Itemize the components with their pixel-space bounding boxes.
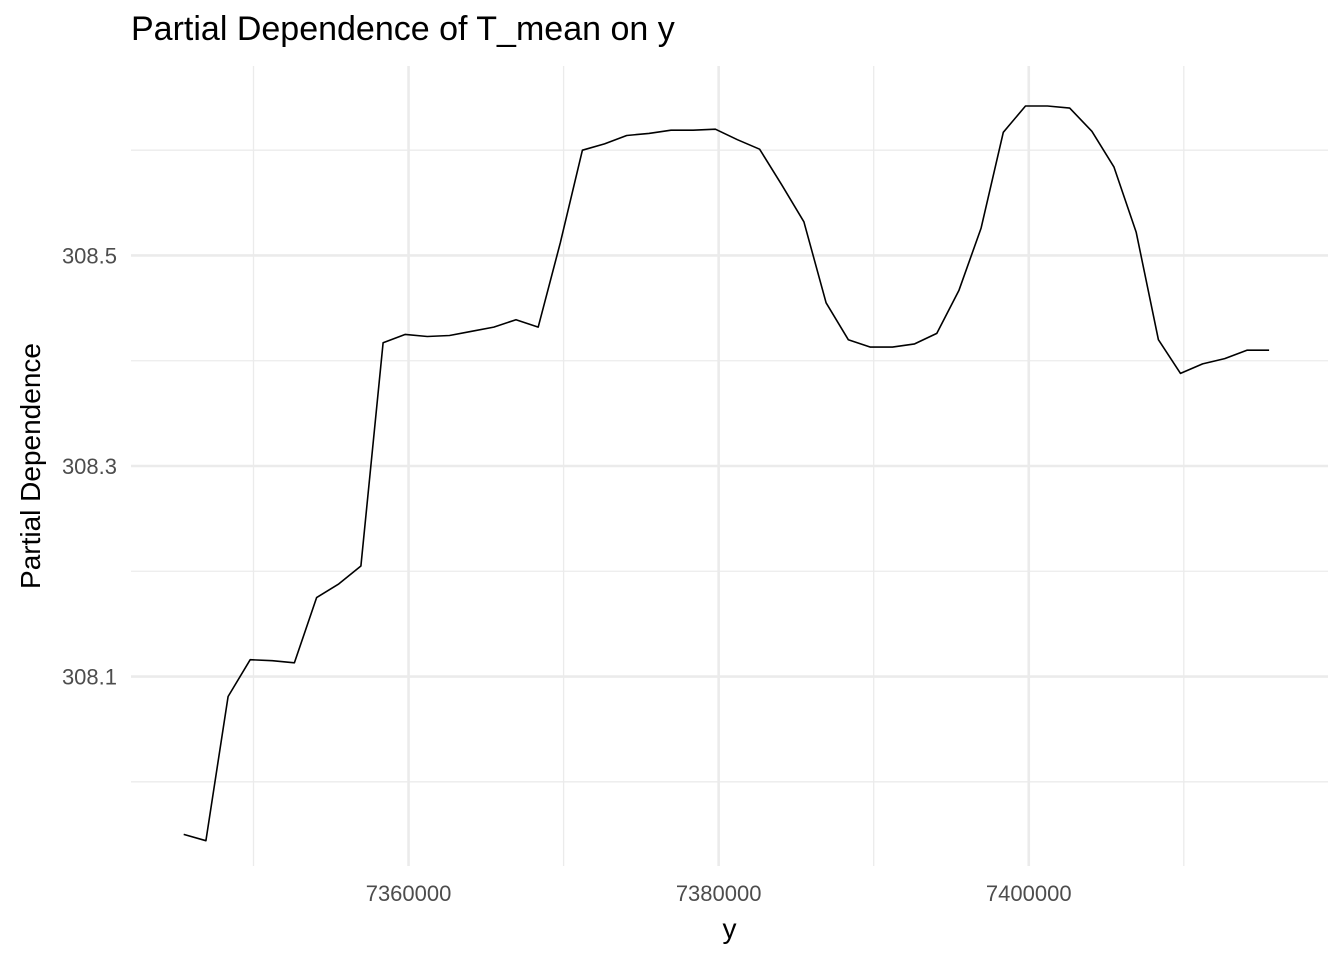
x-tick-label: 7360000 [366,881,452,906]
x-axis-title: y [723,913,737,944]
y-tick-label: 308.1 [62,665,117,690]
x-tick-label: 7400000 [986,881,1072,906]
y-tick-label: 308.3 [62,454,117,479]
y-tick-labels: 308.1 308.3 308.5 [62,243,117,689]
x-tick-label: 7380000 [676,881,762,906]
x-tick-labels: 7360000 7380000 7400000 [366,881,1072,906]
y-tick-label: 308.5 [62,243,117,268]
series-line [183,105,1270,842]
gridlines [131,66,1328,866]
y-axis-title: Partial Dependence [15,343,46,589]
series-layer [183,105,1270,842]
chart-title: Partial Dependence of T_mean on y [131,10,675,48]
